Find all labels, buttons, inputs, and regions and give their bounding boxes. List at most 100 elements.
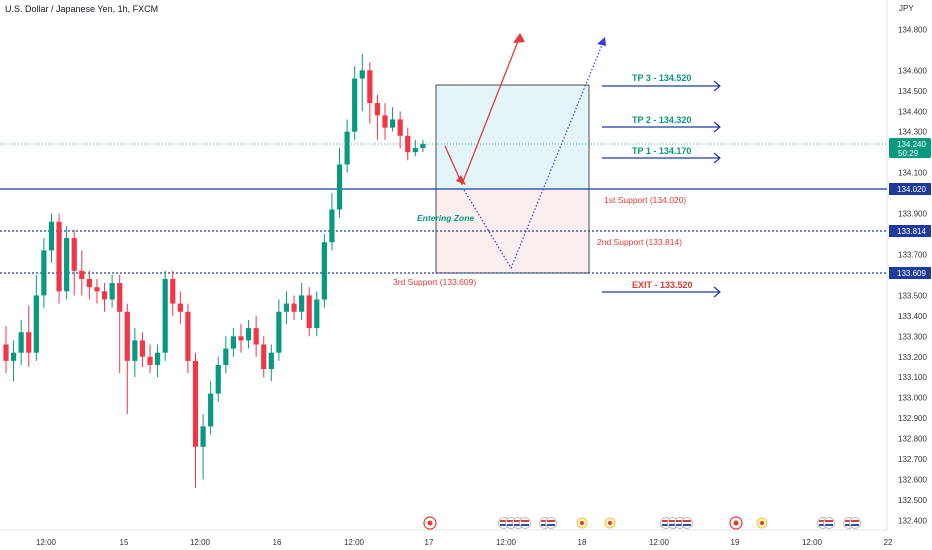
candle[interactable] [374,94,381,140]
candle[interactable] [64,225,70,300]
event-dot-icon[interactable] [576,517,588,529]
candle[interactable] [132,328,138,378]
candle[interactable] [192,352,199,488]
candle-body [261,344,267,370]
support2-label: 2nd Support (133.814) [597,237,682,247]
candle[interactable] [86,270,92,300]
time-tick-label: 15 [120,538,129,547]
candle[interactable] [101,283,108,312]
candle-body [359,70,365,79]
candle[interactable] [162,270,168,361]
candle[interactable] [359,53,365,112]
candle[interactable] [283,291,290,325]
candle[interactable] [268,344,274,382]
time-axis[interactable]: 12:00 15 12:00 16 12:00 17 12:00 18 12:00 19 12:00… [36,538,893,547]
candle[interactable] [155,344,161,378]
candle[interactable] [200,414,206,480]
candle[interactable] [79,250,85,296]
candle[interactable] [71,229,77,296]
candle[interactable] [139,332,146,368]
candle[interactable] [185,303,191,374]
candle[interactable] [367,62,373,124]
time-tick-label: 17 [425,538,434,547]
candle[interactable] [41,238,47,308]
candle[interactable] [124,303,130,415]
candle[interactable] [329,193,335,251]
candle-body [192,360,199,447]
flag-icon[interactable] [539,517,557,529]
price-tick-label: 133.300 [898,332,927,341]
flag-icons-group[interactable] [660,517,693,529]
candle[interactable] [223,336,229,374]
candle[interactable] [26,305,32,368]
candle[interactable] [56,213,62,304]
candle[interactable] [420,139,426,153]
candle[interactable] [336,148,343,218]
candle[interactable] [314,291,320,337]
candle[interactable] [389,107,396,132]
bullish-scenario-arrow[interactable] [444,35,521,186]
candle[interactable] [230,328,236,357]
candle[interactable] [18,319,24,365]
candle-body [64,238,70,292]
candle[interactable] [3,326,9,374]
candle[interactable] [48,213,55,263]
flag-icon[interactable] [817,517,835,529]
alternative-scenario-arrow[interactable] [463,39,605,270]
candle-body [185,311,191,361]
chart-title: U.S. Dollar / Japanese Yen, 1h, FXCM [5,4,158,14]
candle-body [177,303,183,312]
candle[interactable] [245,319,252,349]
flag-icon[interactable] [843,517,861,529]
candle[interactable] [299,283,305,320]
exit-arrow-icon [713,286,721,298]
candle[interactable] [291,295,297,320]
candle[interactable] [94,279,100,304]
price-tick-label: 133.500 [898,291,927,300]
candle-body [117,283,123,312]
candle[interactable] [147,344,153,374]
current-price-tag [889,138,931,158]
candle-body [299,295,305,312]
candle[interactable] [177,291,183,325]
candle[interactable] [261,336,267,378]
candle[interactable] [117,274,123,374]
events-row [423,516,861,530]
candle[interactable] [238,324,244,353]
candle[interactable] [405,127,411,161]
candle-body [306,295,312,329]
level-tag-3 [889,267,931,279]
tp2-label: TP 2 - 134.320 [632,115,691,125]
candle[interactable] [33,274,39,361]
candle[interactable] [352,66,358,140]
candle[interactable] [382,103,388,140]
flag-icons-group[interactable] [498,517,531,529]
price-tick-label: 133.900 [898,210,927,219]
candle[interactable] [344,119,350,173]
candle[interactable] [412,139,418,157]
candle[interactable] [253,315,259,357]
candle[interactable] [306,287,312,337]
candle[interactable] [397,111,403,149]
event-flag-icon[interactable] [729,516,743,530]
candle[interactable] [170,270,176,316]
candle[interactable] [215,356,221,402]
event-dot-icon[interactable] [604,517,616,529]
candle-body [238,336,244,341]
candle[interactable] [276,299,282,361]
candle[interactable] [321,234,327,308]
event-flag-icon[interactable] [423,516,437,530]
price-axis[interactable]: 134.800 134.600 134.500 134.400 134.300 134.1… [898,25,927,525]
candle[interactable] [10,340,17,382]
currency-label: JPY [899,4,914,13]
time-tick-label: 12:00 [496,538,517,547]
level-tag-1-text: 134.020 [897,185,926,194]
candle-body [215,364,221,394]
candle[interactable] [208,381,214,435]
candle-body [155,352,161,365]
target-zone[interactable] [435,84,590,190]
candle[interactable] [109,274,115,308]
candle-body [101,291,108,300]
event-dot-icon[interactable] [756,517,768,529]
